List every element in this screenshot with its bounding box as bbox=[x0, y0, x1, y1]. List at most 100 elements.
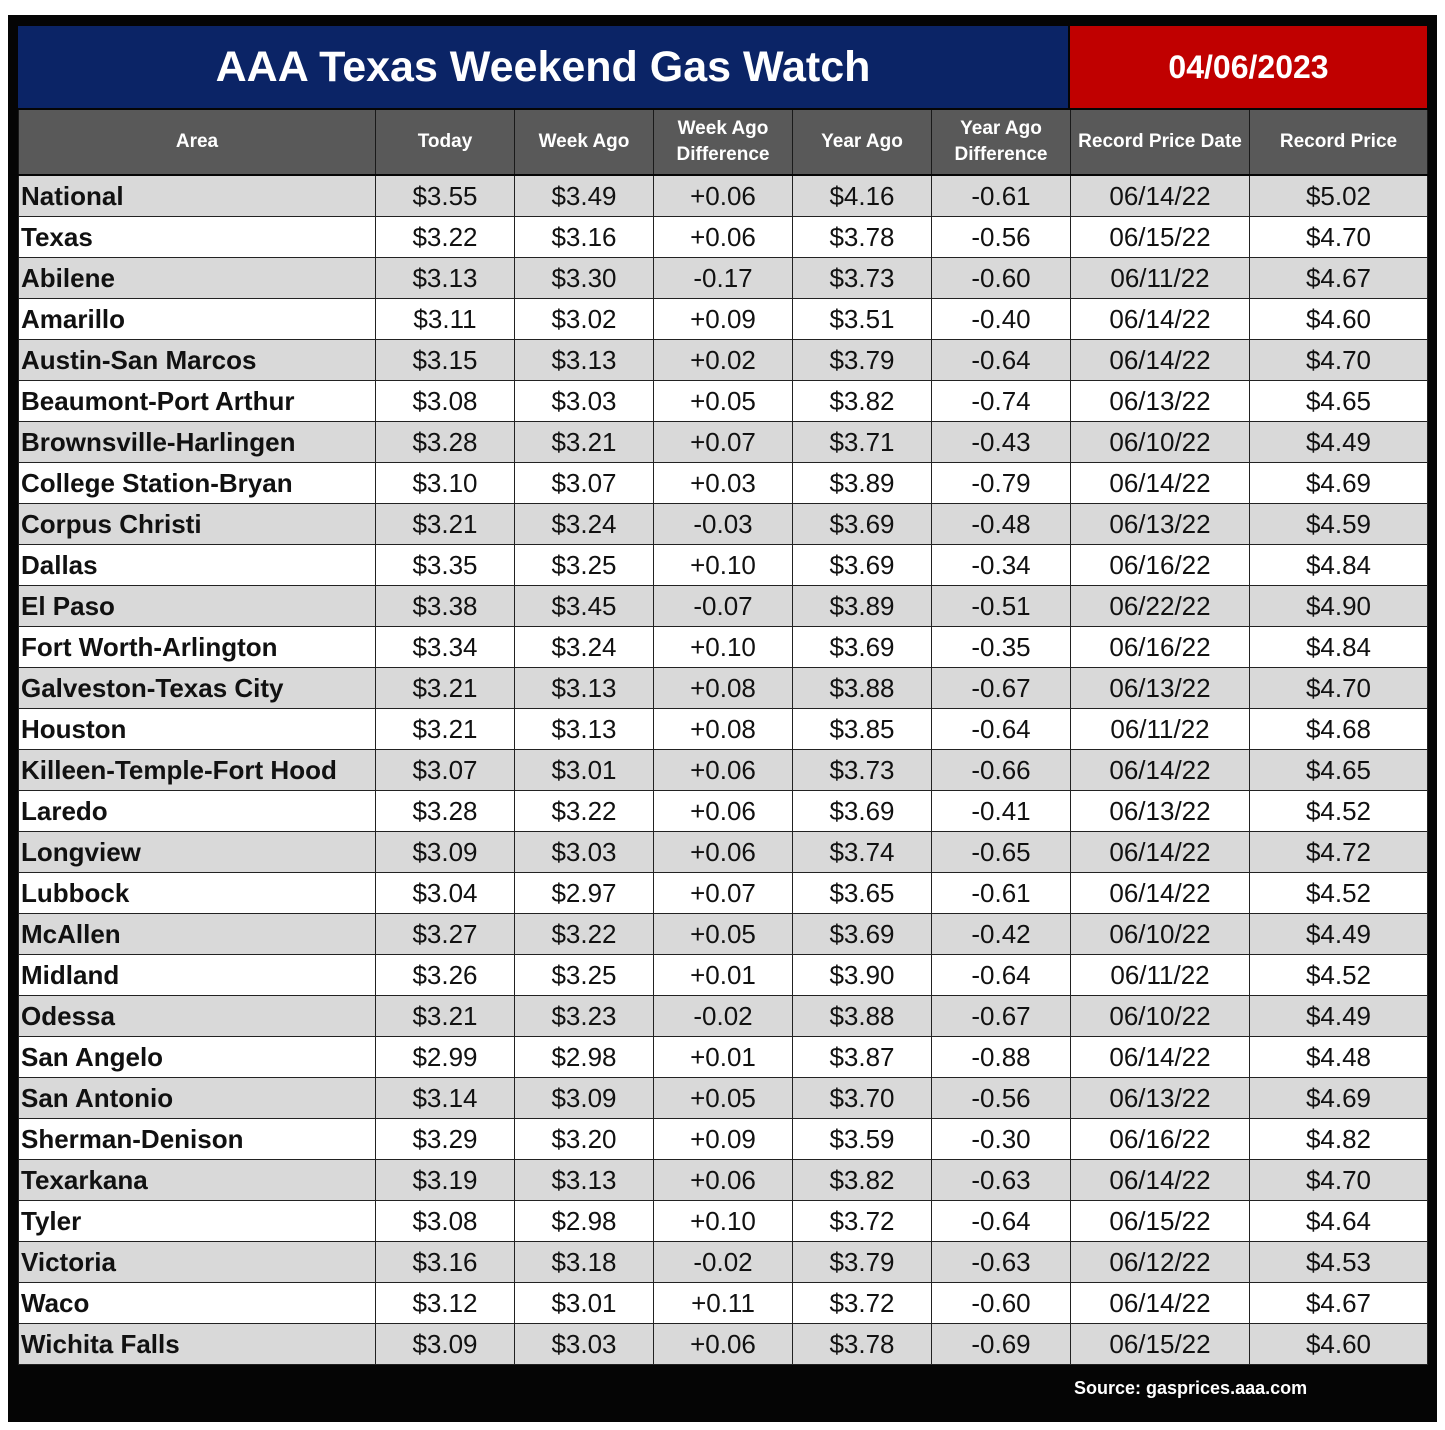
column-header-week-ago: Week Ago bbox=[514, 110, 654, 174]
area-cell: Odessa bbox=[18, 995, 376, 1037]
year-ago-difference-cell: -0.48 bbox=[931, 503, 1071, 545]
area-cell: Beaumont-Port Arthur bbox=[18, 380, 376, 422]
area-cell: McAllen bbox=[18, 913, 376, 955]
year-ago-cell: $3.82 bbox=[792, 380, 932, 422]
table-row: Sherman-Denison $3.29 $3.20 +0.09 $3.59 -0.30… bbox=[18, 1118, 1428, 1160]
year-ago-cell: $3.89 bbox=[792, 585, 932, 627]
header-separator bbox=[18, 174, 1428, 176]
today-cell: $3.35 bbox=[375, 544, 515, 586]
record-price-date-cell: 06/11/22 bbox=[1070, 257, 1250, 299]
table-row: Odessa $3.21 $3.23 -0.02 $3.88 -0.67 06/10/22 $… bbox=[18, 995, 1428, 1037]
area-cell: Midland bbox=[18, 954, 376, 996]
today-cell: $3.28 bbox=[375, 790, 515, 832]
table-row: Texarkana $3.19 $3.13 +0.06 $3.82 -0.63 06/14/… bbox=[18, 1159, 1428, 1201]
record-price-date-cell: 06/13/22 bbox=[1070, 1077, 1250, 1119]
week-ago-difference-cell: +0.03 bbox=[653, 462, 793, 504]
table-row: Longview $3.09 $3.03 +0.06 $3.74 -0.65 06/14/2… bbox=[18, 831, 1428, 873]
today-cell: $3.10 bbox=[375, 462, 515, 504]
year-ago-difference-cell: -0.42 bbox=[931, 913, 1071, 955]
record-price-cell: $4.53 bbox=[1249, 1241, 1428, 1283]
record-price-cell: $4.67 bbox=[1249, 1282, 1428, 1324]
column-header-record-price: Record Price bbox=[1249, 110, 1428, 174]
table-row: McAllen $3.27 $3.22 +0.05 $3.69 -0.42 06/10/22… bbox=[18, 913, 1428, 955]
column-header-today: Today bbox=[375, 110, 515, 174]
table-row: Galveston-Texas City $3.21 $3.13 +0.08 $3.88… bbox=[18, 667, 1428, 709]
week-ago-cell: $3.01 bbox=[514, 749, 654, 791]
year-ago-cell: $3.79 bbox=[792, 339, 932, 381]
record-price-date-cell: 06/13/22 bbox=[1070, 380, 1250, 422]
record-price-date-cell: 06/11/22 bbox=[1070, 954, 1250, 996]
week-ago-cell: $3.13 bbox=[514, 708, 654, 750]
week-ago-cell: $3.13 bbox=[514, 339, 654, 381]
week-ago-difference-cell: +0.02 bbox=[653, 339, 793, 381]
column-header-year-ago-difference: Year Ago Difference bbox=[931, 110, 1071, 174]
area-cell: San Antonio bbox=[18, 1077, 376, 1119]
week-ago-cell: $3.49 bbox=[514, 176, 654, 217]
year-ago-difference-cell: -0.60 bbox=[931, 1282, 1071, 1324]
table-row: Abilene $3.13 $3.30 -0.17 $3.73 -0.60 06/11/22… bbox=[18, 257, 1428, 299]
table-row: Wichita Falls $3.09 $3.03 +0.06 $3.78 -0.69 06… bbox=[18, 1323, 1428, 1365]
year-ago-difference-cell: -0.79 bbox=[931, 462, 1071, 504]
table-row: San Antonio $3.14 $3.09 +0.05 $3.70 -0.56 06/1… bbox=[18, 1077, 1428, 1119]
table-row: Fort Worth-Arlington $3.34 $3.24 +0.10 $3.69… bbox=[18, 626, 1428, 668]
year-ago-difference-cell: -0.61 bbox=[931, 872, 1071, 914]
year-ago-cell: $3.72 bbox=[792, 1282, 932, 1324]
area-cell: Sherman-Denison bbox=[18, 1118, 376, 1160]
area-cell: Laredo bbox=[18, 790, 376, 832]
year-ago-cell: $3.73 bbox=[792, 257, 932, 299]
year-ago-cell: $3.69 bbox=[792, 790, 932, 832]
week-ago-cell: $3.25 bbox=[514, 954, 654, 996]
table-row: National $3.55 $3.49 +0.06 $4.16 -0.61 06/14/2… bbox=[18, 176, 1428, 217]
week-ago-cell: $3.23 bbox=[514, 995, 654, 1037]
week-ago-difference-cell: +0.09 bbox=[653, 1118, 793, 1160]
year-ago-difference-cell: -0.67 bbox=[931, 667, 1071, 709]
area-cell: Corpus Christi bbox=[18, 503, 376, 545]
week-ago-cell: $3.20 bbox=[514, 1118, 654, 1160]
gas-price-table: Area Today Week Ago Week Ago Difference … bbox=[18, 110, 1428, 1365]
week-ago-cell: $3.24 bbox=[514, 626, 654, 668]
record-price-cell: $4.82 bbox=[1249, 1118, 1428, 1160]
year-ago-difference-cell: -0.61 bbox=[931, 176, 1071, 217]
record-price-cell: $4.84 bbox=[1249, 626, 1428, 668]
year-ago-difference-cell: -0.60 bbox=[931, 257, 1071, 299]
area-cell: Brownsville-Harlingen bbox=[18, 421, 376, 463]
table-row: Beaumont-Port Arthur $3.08 $3.03 +0.05 $3.82… bbox=[18, 380, 1428, 422]
week-ago-difference-cell: +0.06 bbox=[653, 1159, 793, 1201]
record-price-date-cell: 06/10/22 bbox=[1070, 913, 1250, 955]
week-ago-cell: $3.45 bbox=[514, 585, 654, 627]
week-ago-cell: $3.24 bbox=[514, 503, 654, 545]
area-cell: Amarillo bbox=[18, 298, 376, 340]
week-ago-difference-cell: +0.06 bbox=[653, 831, 793, 873]
area-cell: Waco bbox=[18, 1282, 376, 1324]
year-ago-cell: $4.16 bbox=[792, 176, 932, 217]
area-cell: Fort Worth-Arlington bbox=[18, 626, 376, 668]
record-price-date-cell: 06/13/22 bbox=[1070, 667, 1250, 709]
year-ago-difference-cell: -0.69 bbox=[931, 1323, 1071, 1365]
record-price-cell: $4.84 bbox=[1249, 544, 1428, 586]
table-row: Killeen-Temple-Fort Hood $3.07 $3.01 +0.06 $… bbox=[18, 749, 1428, 791]
record-price-date-cell: 06/15/22 bbox=[1070, 1200, 1250, 1242]
table-row: Brownsville-Harlingen $3.28 $3.21 +0.07 $3.7… bbox=[18, 421, 1428, 463]
week-ago-difference-cell: +0.10 bbox=[653, 626, 793, 668]
table-row: Houston $3.21 $3.13 +0.08 $3.85 -0.64 06/11/22… bbox=[18, 708, 1428, 750]
report-date: 04/06/2023 bbox=[1070, 26, 1427, 108]
week-ago-difference-cell: +0.05 bbox=[653, 380, 793, 422]
week-ago-cell: $3.02 bbox=[514, 298, 654, 340]
record-price-cell: $4.49 bbox=[1249, 913, 1428, 955]
today-cell: $3.21 bbox=[375, 503, 515, 545]
week-ago-cell: $3.03 bbox=[514, 380, 654, 422]
record-price-cell: $4.69 bbox=[1249, 462, 1428, 504]
record-price-date-cell: 06/11/22 bbox=[1070, 708, 1250, 750]
record-price-cell: $4.67 bbox=[1249, 257, 1428, 299]
week-ago-difference-cell: -0.02 bbox=[653, 995, 793, 1037]
year-ago-cell: $3.90 bbox=[792, 954, 932, 996]
week-ago-difference-cell: +0.05 bbox=[653, 1077, 793, 1119]
record-price-cell: $4.49 bbox=[1249, 995, 1428, 1037]
table-row: Texas $3.22 $3.16 +0.06 $3.78 -0.56 06/15/22 $4… bbox=[18, 216, 1428, 258]
year-ago-cell: $3.69 bbox=[792, 626, 932, 668]
year-ago-cell: $3.85 bbox=[792, 708, 932, 750]
record-price-cell: $4.70 bbox=[1249, 216, 1428, 258]
week-ago-cell: $3.09 bbox=[514, 1077, 654, 1119]
today-cell: $3.21 bbox=[375, 708, 515, 750]
week-ago-difference-cell: +0.05 bbox=[653, 913, 793, 955]
